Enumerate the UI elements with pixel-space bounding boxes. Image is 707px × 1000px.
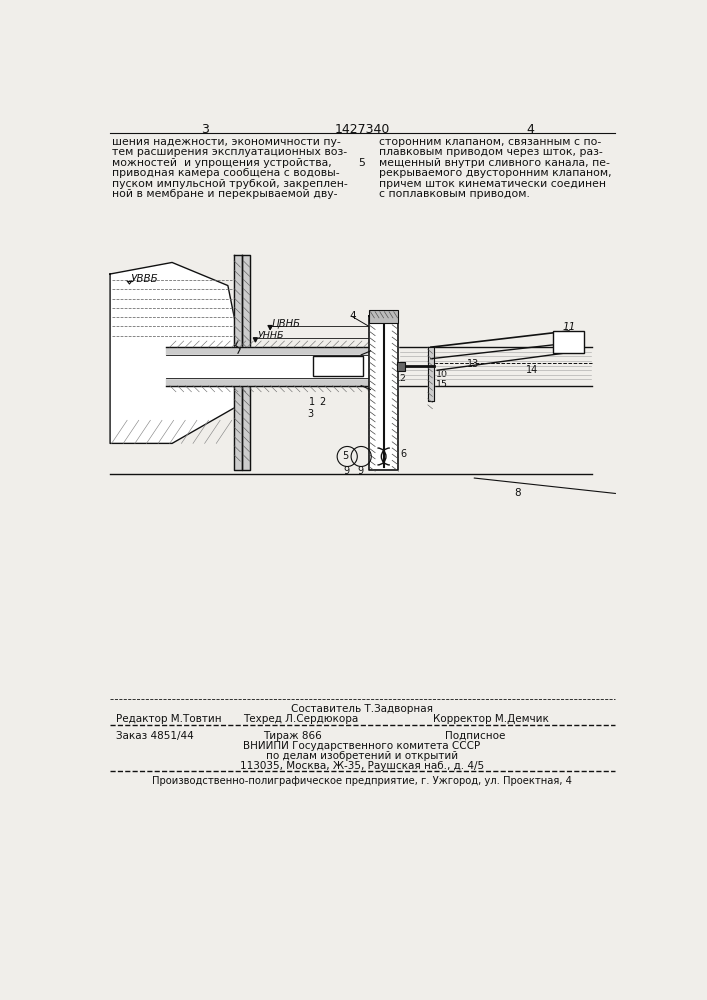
Text: Редактор М.Товтин: Редактор М.Товтин xyxy=(115,714,221,724)
Text: 4: 4 xyxy=(526,123,534,136)
Text: причем шток кинематически соединен: причем шток кинематически соединен xyxy=(379,179,606,189)
Polygon shape xyxy=(166,347,395,355)
Text: 13: 13 xyxy=(467,359,479,369)
Text: 8: 8 xyxy=(515,488,521,498)
Bar xyxy=(369,310,398,323)
Text: Заказ 4851/44: Заказ 4851/44 xyxy=(115,731,193,741)
Text: 10: 10 xyxy=(436,370,448,379)
Text: УННБ: УННБ xyxy=(257,331,284,340)
Text: мещенный внутри сливного канала, пе-: мещенный внутри сливного канала, пе- xyxy=(379,158,610,168)
Bar xyxy=(397,362,404,371)
Text: 14: 14 xyxy=(526,365,539,375)
Text: сторонним клапаном, связанным с по-: сторонним клапаном, связанным с по- xyxy=(379,137,601,147)
Text: Тираж 866: Тираж 866 xyxy=(263,731,322,741)
Text: 1427340: 1427340 xyxy=(334,123,390,136)
Text: 11: 11 xyxy=(562,322,575,332)
Text: рекрываемого двусторонним клапаном,: рекрываемого двусторонним клапаном, xyxy=(379,168,612,178)
Text: ВНИИПИ Государственного комитета СССР: ВНИИПИ Государственного комитета СССР xyxy=(243,741,481,751)
Text: приводная камера сообщена с водовы-: приводная камера сообщена с водовы- xyxy=(112,168,339,178)
Text: 6: 6 xyxy=(401,449,407,459)
Polygon shape xyxy=(369,316,398,470)
Text: 2: 2 xyxy=(320,397,326,407)
Polygon shape xyxy=(166,378,395,386)
Text: с поплавковым приводом.: с поплавковым приводом. xyxy=(379,189,530,199)
Text: Производственно-полиграфическое предприятие, г. Ужгород, ул. Проектная, 4: Производственно-полиграфическое предприя… xyxy=(152,776,572,786)
Text: 3: 3 xyxy=(201,123,209,136)
Text: ной в мембране и перекрываемой дву-: ной в мембране и перекрываемой дву- xyxy=(112,189,337,199)
Text: 4: 4 xyxy=(349,311,356,321)
Text: 9: 9 xyxy=(357,466,363,477)
Text: 5: 5 xyxy=(341,451,348,461)
Text: тем расширения эксплуатационных воз-: тем расширения эксплуатационных воз- xyxy=(112,147,346,157)
Text: 3: 3 xyxy=(307,409,313,419)
Text: 7: 7 xyxy=(325,360,332,370)
Text: Составитель Т.Задворная: Составитель Т.Задворная xyxy=(291,704,433,714)
Text: 9: 9 xyxy=(344,466,349,477)
Bar xyxy=(554,331,585,353)
Polygon shape xyxy=(253,338,257,342)
Bar xyxy=(313,356,363,376)
Polygon shape xyxy=(110,262,240,443)
Text: 113035, Москва, Ж-35, Раушская наб., д. 4/5: 113035, Москва, Ж-35, Раушская наб., д. … xyxy=(240,761,484,771)
Text: 12: 12 xyxy=(395,374,407,383)
Text: 15: 15 xyxy=(436,380,448,389)
Text: Техред Л.Сердюкора: Техред Л.Сердюкора xyxy=(243,714,358,724)
Text: плавковым приводом через шток, раз-: плавковым приводом через шток, раз- xyxy=(379,147,603,157)
Polygon shape xyxy=(242,255,250,470)
Polygon shape xyxy=(428,347,434,401)
Text: 7: 7 xyxy=(332,363,338,373)
Polygon shape xyxy=(166,355,395,378)
Text: пуском импульсной трубкой, закреплен-: пуском импульсной трубкой, закреплен- xyxy=(112,179,347,189)
Text: УВВБ: УВВБ xyxy=(131,274,159,284)
Text: Подписное: Подписное xyxy=(445,731,506,741)
Text: шения надежности, экономичности пу-: шения надежности, экономичности пу- xyxy=(112,137,340,147)
Text: 1: 1 xyxy=(309,397,315,407)
Text: 5: 5 xyxy=(358,158,365,168)
Text: Корректор М.Демчик: Корректор М.Демчик xyxy=(433,714,549,724)
Text: ЦВНБ: ЦВНБ xyxy=(272,319,301,329)
Text: Р: Р xyxy=(269,361,276,374)
Text: можностей  и упрощения устройства,: можностей и упрощения устройства, xyxy=(112,158,332,168)
Text: по делам изобретений и открытий: по делам изобретений и открытий xyxy=(266,751,458,761)
Polygon shape xyxy=(268,326,272,329)
Polygon shape xyxy=(234,255,242,470)
